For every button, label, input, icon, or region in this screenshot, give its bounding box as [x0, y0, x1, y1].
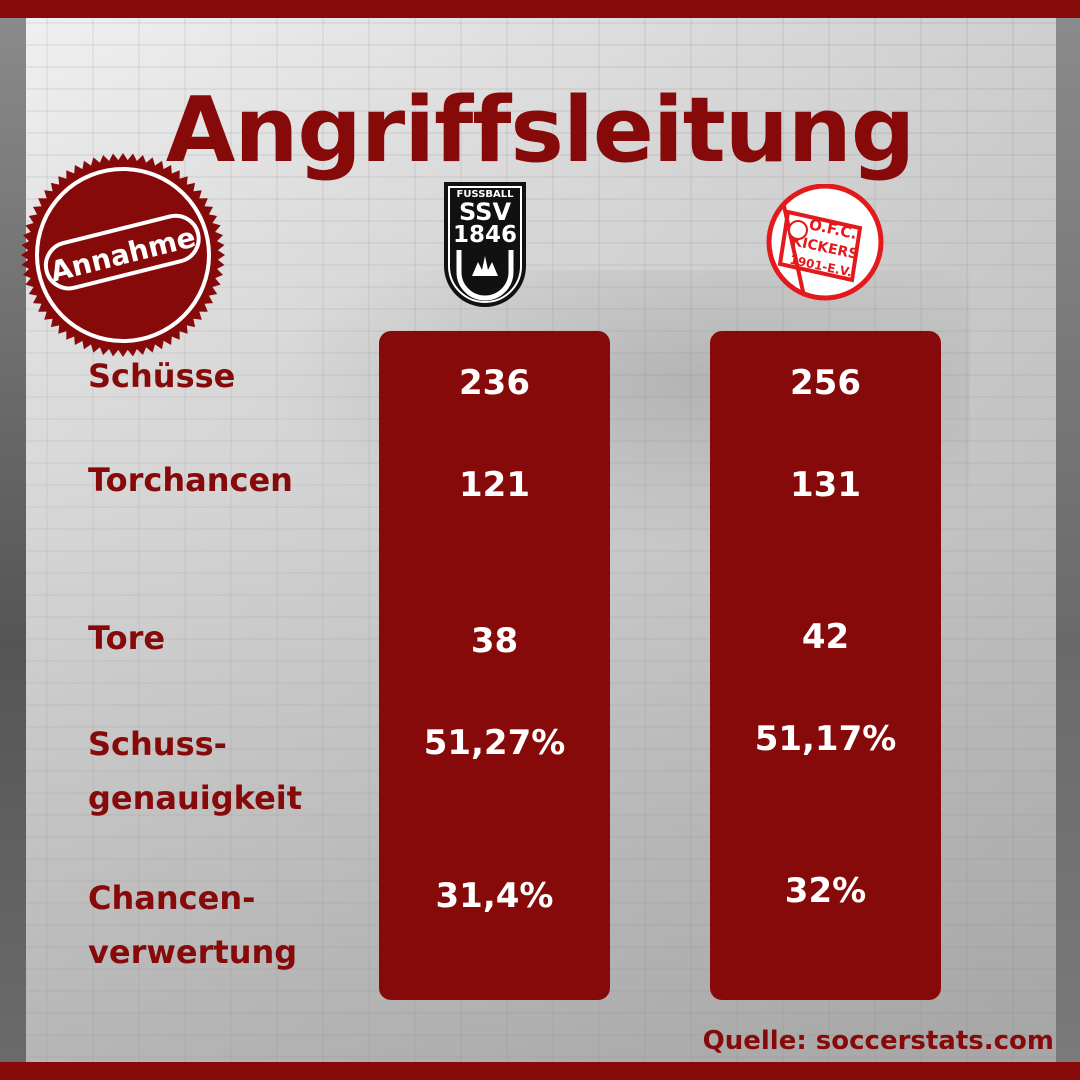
label-tore-line-1: Tore	[88, 619, 166, 657]
ssv-schussgenauigkeit-value: 51,27%	[423, 723, 566, 763]
label-chancenverwertung: Chancen- verwertung	[88, 871, 297, 979]
ssv-logo-line-1: FUSSBALL	[456, 189, 514, 200]
ofc-torchancen-value: 131	[790, 465, 861, 505]
frame-bottom-bar	[0, 1062, 1080, 1080]
ssv-tore-value: 38	[470, 621, 519, 661]
label-schussgenauigkeit-line-1: Schuss-	[88, 725, 227, 763]
source-credit: Quelle: soccerstats.com	[702, 1026, 1054, 1056]
ssv-stats-column: 236 121 38 51,27% 31,4%	[379, 331, 610, 1000]
label-schussgenauigkeit: Schuss- genauigkeit	[88, 717, 302, 825]
background-edge-left	[0, 18, 26, 1062]
ssv-logo-line-2: SSV	[459, 198, 511, 226]
label-schuesse-line-1: Schüsse	[88, 357, 236, 395]
label-schuesse: Schüsse	[88, 349, 235, 403]
frame-top-bar	[0, 0, 1080, 18]
ofc-stats-column: 256 131 42 51,17% 32%	[710, 331, 941, 1000]
annahme-stamp: Annahme	[21, 153, 225, 357]
ssv-chancenverwertung-value: 31,4%	[435, 876, 554, 916]
label-tore: Tore	[88, 611, 165, 665]
label-chancenverwertung-line-2: verwertung	[88, 933, 298, 971]
label-torchancen: Torchancen	[88, 453, 293, 507]
label-torchancen-line-1: Torchancen	[88, 461, 293, 499]
ssv-logo-line-3: 1846	[453, 222, 517, 248]
ofc-tore-value: 42	[801, 617, 850, 657]
label-chancenverwertung-line-1: Chancen-	[88, 879, 256, 917]
ofc-kickers-logo: O.F.C. KICKERS 1901-E.V.	[766, 184, 884, 301]
ssv-torchancen-value: 121	[459, 465, 530, 505]
page-title: Angriffsleitung	[165, 78, 916, 183]
ofc-schuesse-value: 256	[790, 363, 861, 403]
background-edge-right	[1056, 18, 1080, 1062]
label-schussgenauigkeit-line-2: genauigkeit	[88, 779, 303, 817]
ssv-schuesse-value: 236	[459, 363, 530, 403]
ssv-1846-logo: FUSSBALL SSV 1846	[444, 182, 526, 307]
ofc-schussgenauigkeit-value: 51,17%	[754, 719, 897, 759]
ofc-chancenverwertung-value: 32%	[784, 871, 867, 911]
